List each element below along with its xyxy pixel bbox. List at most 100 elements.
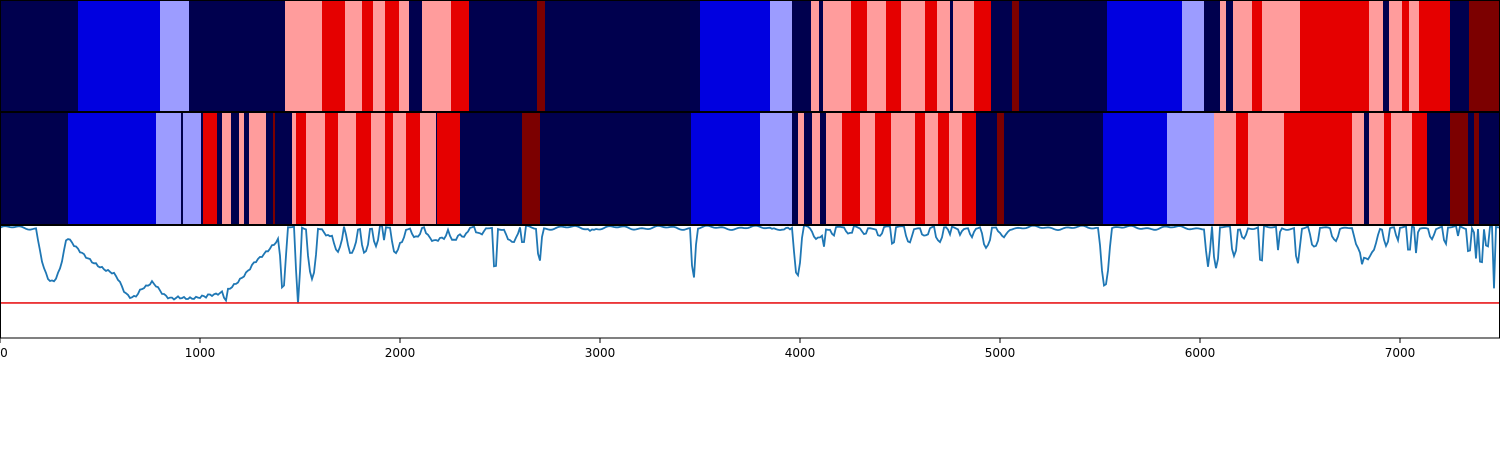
heatmap-1-segment-29 <box>950 0 954 112</box>
heatmap-2-segment-60 <box>1352 112 1365 225</box>
heatmap-2-segment-29 <box>436 112 438 225</box>
heatmap-1-segment-46 <box>1389 0 1403 112</box>
heatmap-2-segment-16 <box>275 112 291 225</box>
heatmap-1-segment-5 <box>322 0 346 112</box>
heatmap-1-segment-1 <box>78 0 161 112</box>
heatmap-2-segment-11 <box>244 112 250 225</box>
heatmap-2-segment-28 <box>420 112 437 225</box>
heatmap-2-segment-3 <box>181 112 184 225</box>
heatmap-1-segment-49 <box>1419 0 1451 112</box>
heatmap-1-segment-3 <box>189 0 286 112</box>
heatmap-1-segment-32 <box>991 0 1013 112</box>
heatmap-2-segment-63 <box>1384 112 1392 225</box>
heatmap-1-segment-50 <box>1450 0 1470 112</box>
heatmap-1-segment-45 <box>1383 0 1390 112</box>
x-tick-label-0: 0 <box>0 346 8 360</box>
heatmap-1-segment-30 <box>953 0 975 112</box>
heatmap-2-segment-23 <box>356 112 372 225</box>
heatmap-2-segment-40 <box>820 112 827 225</box>
x-tick-label-1: 1000 <box>185 346 216 360</box>
heatmap-1-segment-33 <box>1012 0 1020 112</box>
heatmap-2-segment-10 <box>239 112 245 225</box>
heatmap-2-segment-44 <box>875 112 892 225</box>
heatmap-1-segment-24 <box>867 0 887 112</box>
x-tick-label-3: 3000 <box>585 346 616 360</box>
heatmap-2-segment-7 <box>217 112 223 225</box>
heatmap-1-segment-20 <box>811 0 820 112</box>
heatmap-2-segment-9 <box>231 112 240 225</box>
heatmap-2-segment-32 <box>522 112 541 225</box>
heatmap-1-segment-4 <box>285 0 323 112</box>
heatmap-2-segment-61 <box>1364 112 1370 225</box>
heatmap-1-segment-36 <box>1182 0 1205 112</box>
series-line <box>0 224 1500 304</box>
heatmap-1-segment-13 <box>451 0 470 112</box>
heatmap-2-segment-33 <box>540 112 692 225</box>
heatmap-2-segment-27 <box>406 112 421 225</box>
heatmap-2-segment-39 <box>812 112 821 225</box>
heatmap-2-segment-55 <box>1167 112 1215 225</box>
heatmap-2-segment-46 <box>915 112 926 225</box>
heatmap-1-segment-18 <box>770 0 793 112</box>
heatmap-1-segment-39 <box>1226 0 1234 112</box>
heatmap-1-segment-15 <box>537 0 546 112</box>
heatmap-2-segment-43 <box>860 112 876 225</box>
heatmap-1-segment-44 <box>1369 0 1384 112</box>
heatmap-1-segment-0 <box>0 0 79 112</box>
line-panel-background <box>0 225 1500 338</box>
line-panel <box>0 224 1500 338</box>
heatmap-1-segment-42 <box>1262 0 1301 112</box>
heatmap-2-segment-31 <box>460 112 523 225</box>
heatmap-2-segment-22 <box>338 112 357 225</box>
heatmap-2-segment-65 <box>1412 112 1428 225</box>
heatmap-2-segment-58 <box>1248 112 1285 225</box>
heatmap-1-segment-26 <box>901 0 926 112</box>
heatmap-2-segment-59 <box>1284 112 1353 225</box>
x-tick-label-5: 5000 <box>985 346 1016 360</box>
heatmap-2-segment-8 <box>222 112 232 225</box>
heatmap-2-segment-6 <box>203 112 218 225</box>
heatmap-1-segment-37 <box>1204 0 1221 112</box>
heatmap-1-segment-12 <box>422 0 452 112</box>
heatmap-2-segment-20 <box>306 112 326 225</box>
heatmap-1-segment-16 <box>545 0 701 112</box>
x-tick-label-4: 4000 <box>785 346 816 360</box>
heatmap-1-segment-25 <box>886 0 902 112</box>
heatmap-1-segment-38 <box>1220 0 1227 112</box>
heatmap-1-segment-8 <box>373 0 386 112</box>
heatmap-2-segment-45 <box>891 112 916 225</box>
heatmap-1-segment-34 <box>1019 0 1108 112</box>
heatmap-2-segment-30 <box>437 112 461 225</box>
x-tick-label-2: 2000 <box>385 346 416 360</box>
heatmap-2-segment-42 <box>842 112 861 225</box>
heatmap-2-segment-47 <box>925 112 939 225</box>
heatmap-1-segment-31 <box>974 0 992 112</box>
heatmap-2-segment-17 <box>290 112 293 225</box>
heatmap-2-segment-13 <box>253 112 267 225</box>
heatmap-2-segment-38 <box>804 112 813 225</box>
heatmap-2-segment-26 <box>393 112 407 225</box>
heatmap-1-segment-40 <box>1233 0 1253 112</box>
heatmap-2-segment-56 <box>1214 112 1237 225</box>
heatmap-1-segment-11 <box>409 0 423 112</box>
heatmap-1-segment-6 <box>345 0 363 112</box>
heatmap-2-segment-67 <box>1450 112 1469 225</box>
heatmap-2-segment-64 <box>1391 112 1413 225</box>
heatmap-2-segment-37 <box>798 112 805 225</box>
heatmap-2-segment-12 <box>249 112 254 225</box>
heatmap-2-segment-57 <box>1236 112 1249 225</box>
heatmap-1-segment-23 <box>851 0 868 112</box>
heatmap-2-segment-4 <box>183 112 202 225</box>
heatmap-1-segment-28 <box>937 0 951 112</box>
heatmap-2-segment-41 <box>826 112 843 225</box>
heatmap-2-segment-21 <box>325 112 339 225</box>
x-tick-label-7: 7000 <box>1385 346 1416 360</box>
heatmap-1-segment-41 <box>1252 0 1263 112</box>
heatmap-2-segment-54 <box>1103 112 1168 225</box>
heatmap-1-segment-21 <box>819 0 824 112</box>
heatmap-2-segment-15 <box>273 112 276 225</box>
heatmap-2-segment-1 <box>68 112 157 225</box>
heatmap-2-segment-68 <box>1468 112 1475 225</box>
x-axis: 0 1000 2000 3000 4000 5000 6000 7000 <box>0 338 1415 360</box>
heatmap-2-segment-18 <box>292 112 297 225</box>
